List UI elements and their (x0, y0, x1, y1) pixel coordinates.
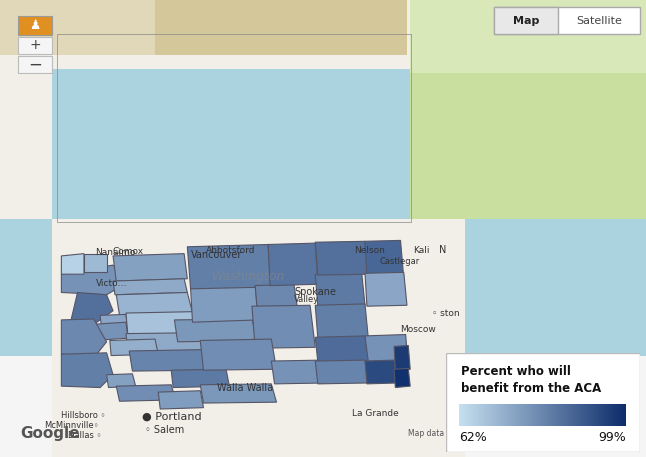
Text: Valley: Valley (294, 295, 319, 304)
Polygon shape (268, 243, 318, 286)
Text: N: N (439, 245, 446, 255)
Text: ● Portland: ● Portland (142, 412, 202, 422)
Polygon shape (110, 339, 158, 356)
Polygon shape (200, 339, 276, 370)
Polygon shape (61, 254, 84, 274)
Bar (0, 0, 155, 55)
Text: Spokane: Spokane (294, 287, 336, 298)
Text: Victo…: Victo… (96, 279, 127, 288)
Polygon shape (394, 368, 410, 388)
Text: Vancouver: Vancouver (191, 250, 242, 260)
Polygon shape (61, 265, 126, 295)
Text: ♟: ♟ (29, 19, 41, 32)
Bar (410, 59, 646, 219)
Polygon shape (187, 244, 271, 289)
Polygon shape (116, 292, 193, 315)
Bar (0, 0, 407, 55)
Text: −: − (28, 55, 42, 74)
Bar (410, 0, 646, 73)
Text: ◦ Salem: ◦ Salem (145, 425, 185, 436)
Text: Abbotsford: Abbotsford (205, 246, 255, 255)
Polygon shape (365, 272, 407, 306)
Polygon shape (171, 369, 229, 388)
Polygon shape (107, 374, 136, 388)
Polygon shape (252, 305, 315, 348)
Polygon shape (365, 240, 404, 279)
Polygon shape (52, 219, 465, 457)
Polygon shape (158, 391, 203, 409)
Text: Percent who will
benefit from the ACA: Percent who will benefit from the ACA (461, 365, 601, 395)
Polygon shape (100, 314, 128, 333)
Polygon shape (113, 279, 187, 295)
Text: Castlegar: Castlegar (380, 257, 420, 266)
Text: Satellite: Satellite (576, 16, 622, 26)
Bar (494, 7, 640, 34)
Text: ◦ ston: ◦ ston (432, 308, 459, 318)
Text: Kali: Kali (413, 246, 430, 255)
Polygon shape (365, 360, 397, 384)
Polygon shape (97, 123, 123, 178)
Polygon shape (365, 335, 408, 370)
Text: Washington: Washington (212, 270, 286, 283)
Polygon shape (394, 345, 410, 370)
Text: Nelson: Nelson (354, 246, 385, 255)
Text: Google: Google (21, 426, 80, 441)
Text: Hillsboro ◦: Hillsboro ◦ (61, 411, 106, 420)
Polygon shape (315, 360, 368, 384)
Text: +: + (29, 38, 41, 53)
Polygon shape (315, 241, 368, 275)
Text: Nanaimo: Nanaimo (96, 248, 136, 257)
Text: Moscow: Moscow (401, 324, 436, 334)
Bar (18, 16, 52, 35)
Polygon shape (126, 312, 197, 336)
Polygon shape (315, 304, 368, 338)
Text: 99%: 99% (598, 431, 626, 444)
Polygon shape (90, 322, 128, 340)
Polygon shape (116, 385, 176, 401)
Polygon shape (315, 336, 368, 362)
Text: Map data ©2012 Google – Terms of Use: Map data ©2012 Google – Terms of Use (408, 429, 560, 438)
Polygon shape (71, 292, 113, 324)
Polygon shape (84, 254, 107, 272)
Polygon shape (174, 319, 257, 342)
Bar (494, 7, 558, 34)
Polygon shape (200, 384, 276, 403)
Text: Walla Walla: Walla Walla (218, 383, 273, 393)
Bar (18, 37, 52, 54)
Text: Map: Map (513, 16, 539, 26)
Bar (57, 34, 411, 222)
Text: Comox: Comox (112, 247, 143, 256)
Polygon shape (191, 286, 258, 322)
Text: La Grande: La Grande (352, 409, 399, 418)
Bar (0, 0, 646, 69)
Text: McMinnville◦: McMinnville◦ (44, 421, 99, 430)
Text: Dallas ◦: Dallas ◦ (68, 430, 101, 440)
Polygon shape (271, 360, 326, 384)
Polygon shape (0, 0, 646, 219)
Bar (18, 56, 52, 73)
Polygon shape (61, 319, 107, 356)
Polygon shape (255, 284, 297, 308)
Polygon shape (113, 254, 187, 281)
Polygon shape (315, 273, 365, 306)
Polygon shape (129, 350, 210, 371)
Bar (61, 165, 178, 219)
Text: 62%: 62% (459, 431, 487, 444)
Bar (0, 356, 646, 457)
Polygon shape (126, 333, 203, 352)
Polygon shape (61, 353, 113, 388)
